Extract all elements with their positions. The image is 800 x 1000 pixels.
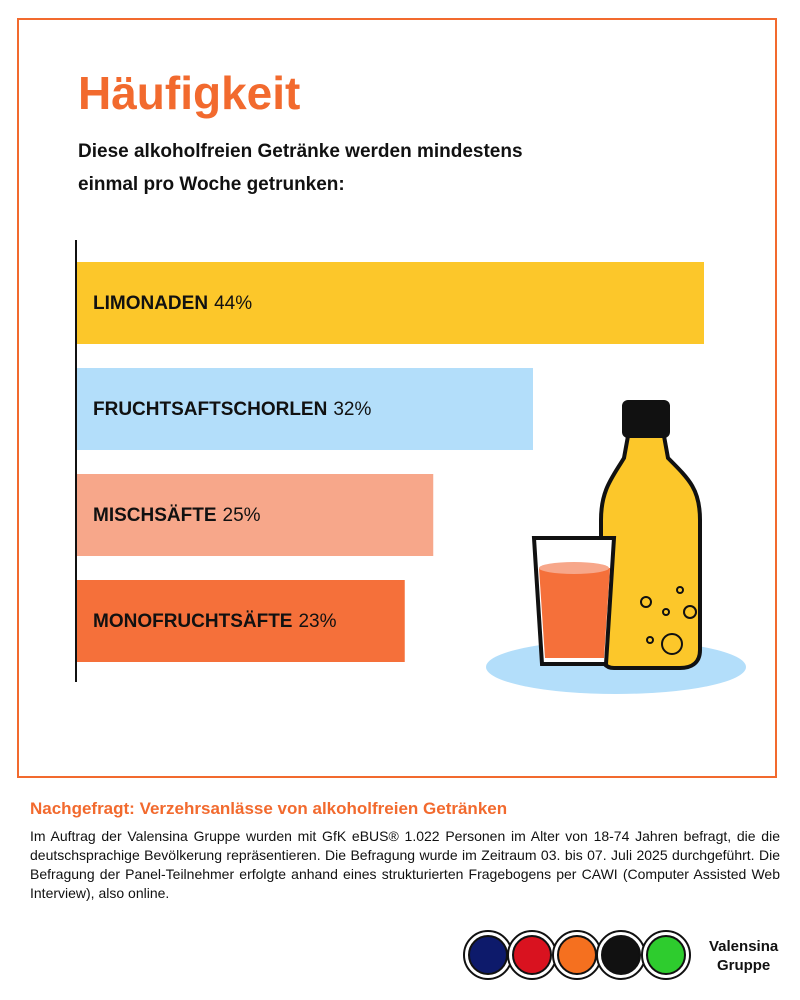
bar <box>77 474 434 556</box>
frame <box>17 18 777 778</box>
logo-line: Gruppe <box>716 957 771 974</box>
bar <box>77 262 704 344</box>
value-label: 44% <box>214 293 252 314</box>
logo-dots <box>463 930 691 980</box>
bar-label: FRUCHTSAFTSCHORLEN 32% <box>93 399 371 420</box>
chart: LIMONADEN 44% FRUCHTSAFTSCHORLEN 32% MISCHSÄ… <box>75 240 746 694</box>
bar-label: MISCHSÄFTE 25% <box>93 505 261 526</box>
chart-title: Häufigkeit <box>78 67 301 119</box>
value-label: 23% <box>298 611 336 632</box>
footer-heading: Nachgefragt: Verzehrsanlässe von alkohol… <box>30 799 508 818</box>
category-label: MONOFRUCHTSÄFTE <box>93 611 292 632</box>
bar-label: LIMONADEN 44% <box>93 293 252 314</box>
bar-label: MONOFRUCHTSÄFTE 23% <box>93 611 337 632</box>
bar <box>77 368 533 450</box>
category-label: MISCHSÄFTE <box>93 505 217 526</box>
logo: Valensina Gruppe <box>709 937 778 975</box>
footer-text: Im Auftrag der Valensina Gruppe wurden m… <box>30 828 780 901</box>
value-label: 25% <box>223 505 261 526</box>
bottle <box>599 400 702 670</box>
category-label: FRUCHTSAFTSCHORLEN <box>93 399 327 420</box>
chart-subtitle: Diese alkoholfreien Getränke werden mind… <box>78 141 523 195</box>
bar <box>77 580 405 662</box>
value-label: 32% <box>333 399 371 420</box>
logo-line: Valensina <box>709 938 779 955</box>
glass <box>531 536 617 666</box>
category-label: LIMONADEN <box>93 293 208 314</box>
